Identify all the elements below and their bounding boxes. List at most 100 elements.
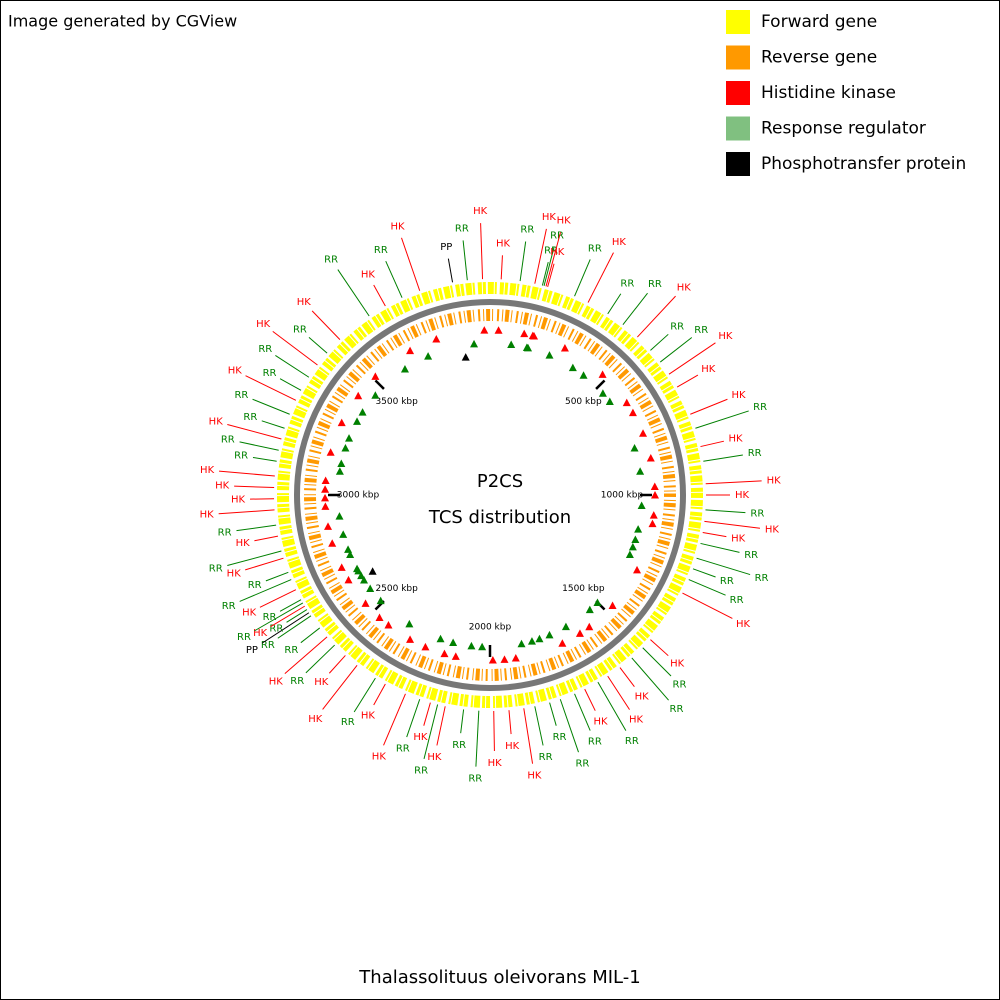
feature-line <box>279 378 302 391</box>
feature-line <box>703 454 743 462</box>
feature-label: HK <box>612 237 627 248</box>
feature-line <box>385 260 403 298</box>
feature-marker <box>341 444 350 452</box>
feature-marker <box>625 550 634 558</box>
feature-label: HK <box>308 714 323 725</box>
feature-line <box>245 557 284 571</box>
feature-marker <box>517 639 526 648</box>
legend-swatch <box>726 81 750 105</box>
feature-line <box>286 609 308 623</box>
tick-label: 500 kbp <box>565 397 602 407</box>
feature-marker <box>568 363 577 372</box>
feature-line <box>239 579 292 602</box>
feature-marker <box>650 482 659 490</box>
feature-marker <box>366 584 375 593</box>
feature-line <box>245 375 297 401</box>
feature-label: RR <box>414 766 428 777</box>
legend-swatch <box>726 152 750 176</box>
legend-label: Histidine kinase <box>761 83 896 103</box>
feature-marker <box>628 542 637 551</box>
feature-label: HK <box>732 390 747 401</box>
feature-label: RR <box>539 752 553 763</box>
feature-marker <box>598 389 607 397</box>
feature-label: RR <box>744 550 758 561</box>
feature-marker <box>511 653 520 662</box>
tick-label: 3000 kbp <box>337 491 380 501</box>
tick-mark <box>595 379 606 390</box>
feature-marker <box>321 485 330 493</box>
feature-marker <box>622 398 631 407</box>
backbone <box>294 299 686 691</box>
feature-marker <box>500 655 509 663</box>
feature-line <box>373 284 386 307</box>
tick-label: 1500 kbp <box>562 584 605 594</box>
feature-line <box>500 255 503 280</box>
feature-marker <box>585 622 594 631</box>
feature-marker <box>639 429 648 437</box>
feature-marker <box>560 343 569 352</box>
feature-line <box>659 337 693 363</box>
reverse-ring <box>304 309 676 681</box>
feature-label: RR <box>673 680 687 691</box>
feature-line <box>519 241 527 282</box>
feature-line <box>549 702 557 726</box>
feature-label: HK <box>729 433 744 444</box>
feature-marker <box>470 339 479 348</box>
feature-label: RR <box>648 279 662 290</box>
feature-label: HK <box>231 494 246 505</box>
feature-line <box>254 535 279 542</box>
tick-label: 2500 kbp <box>375 584 418 594</box>
feature-line <box>401 237 421 291</box>
feature-label: HK <box>269 676 284 687</box>
feature-line <box>236 524 277 532</box>
feature-line <box>423 702 431 726</box>
feature-line <box>688 579 726 596</box>
feature-label: RR <box>468 774 482 785</box>
tick-label: 2000 kbp <box>469 623 512 633</box>
feature-line <box>337 269 370 317</box>
feature-label: RR <box>670 321 684 332</box>
feature-label: HK <box>361 710 376 721</box>
feature-label: HK <box>670 659 685 670</box>
legend-swatch <box>726 45 750 70</box>
feature-marker <box>449 638 458 646</box>
feature-marker <box>461 353 470 361</box>
feature-label: RR <box>553 732 567 743</box>
feature-label: HK <box>215 481 230 492</box>
feature-label: RR <box>720 576 734 587</box>
feature-marker <box>376 596 385 605</box>
feature-label: RR <box>455 223 469 234</box>
feature-marker <box>585 605 594 614</box>
feature-line <box>541 262 549 286</box>
feature-line <box>252 456 277 462</box>
feature-line <box>637 295 676 338</box>
feature-marker <box>524 343 533 352</box>
feature-line <box>460 709 465 734</box>
feature-line <box>475 710 480 767</box>
feature-line <box>695 410 749 429</box>
feature-label: RR <box>625 736 639 747</box>
feature-label: RR <box>750 509 764 520</box>
feature-label: RR <box>341 717 355 728</box>
feature-line <box>447 258 454 283</box>
feature-marker <box>480 326 489 334</box>
feature-line <box>696 557 751 576</box>
feature-label: HK <box>629 715 644 726</box>
legend-label: Forward gene <box>761 12 877 32</box>
feature-label: HK <box>427 752 442 763</box>
feature-marker <box>451 652 460 660</box>
feature-line <box>700 542 740 553</box>
feature-label: RR <box>234 390 248 401</box>
feature-marker <box>375 613 384 622</box>
feature-line <box>547 263 555 287</box>
feature-marker <box>520 329 529 338</box>
feature-marker <box>405 619 414 628</box>
feature-line <box>254 602 304 632</box>
feature-line <box>284 636 328 674</box>
feature-marker <box>361 599 370 607</box>
feature-marker <box>321 502 330 510</box>
feature-label: HK <box>718 331 733 342</box>
feature-marker <box>337 563 346 571</box>
